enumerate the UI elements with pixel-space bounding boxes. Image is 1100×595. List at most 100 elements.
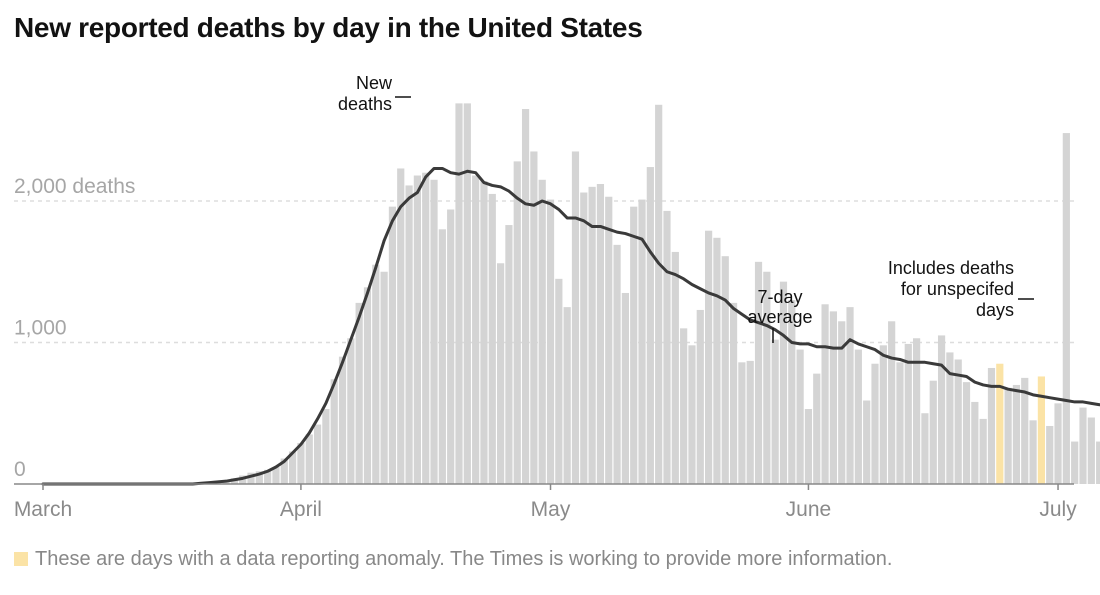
bar [954, 359, 962, 484]
bar [638, 199, 646, 484]
bar [513, 161, 521, 484]
bar [796, 349, 804, 484]
bar [438, 229, 446, 484]
anomaly-swatch [14, 552, 28, 566]
bar [763, 271, 771, 484]
bar [871, 363, 879, 484]
bar [380, 271, 388, 484]
bar [1071, 441, 1079, 484]
average-line [41, 166, 1100, 486]
bar [921, 413, 929, 484]
bar [422, 172, 430, 484]
bar [904, 343, 912, 484]
bar [829, 311, 837, 484]
bar [388, 206, 397, 484]
anomaly-legend: These are days with a data reporting ano… [14, 547, 892, 571]
y-tick-label: 1,000 [14, 317, 67, 340]
bar [613, 244, 621, 484]
bar [571, 151, 580, 484]
annotation-average-line2: average [747, 307, 812, 327]
bar [605, 196, 613, 484]
bar [405, 185, 413, 484]
chart: 0 1,000 2,000 deaths March April May June July N… [14, 73, 1100, 521]
bar [247, 472, 255, 484]
anomaly-note: These are days with a data reporting ano… [35, 547, 893, 570]
chart-title: New reported deaths by day in the United… [14, 12, 643, 43]
bar [729, 302, 738, 484]
bar [971, 401, 979, 484]
annotation-new-deaths-line1: New [356, 73, 393, 93]
x-tick-label: May [531, 498, 571, 521]
bar [680, 328, 688, 484]
bar [738, 362, 746, 484]
bar [879, 345, 887, 484]
anomaly-bar [996, 363, 1004, 484]
bar [355, 302, 363, 484]
bar [505, 225, 513, 484]
bar [555, 278, 563, 484]
bar [854, 349, 862, 484]
bar [1096, 441, 1100, 484]
bar [962, 382, 971, 484]
bar [663, 210, 671, 484]
bar [696, 309, 704, 484]
bar [896, 362, 904, 484]
bar [447, 209, 455, 485]
bar [497, 263, 505, 484]
bar [746, 360, 754, 484]
bar [1021, 377, 1029, 484]
bar [455, 103, 463, 485]
bar [1054, 403, 1062, 484]
bar [1079, 407, 1087, 484]
bar [929, 380, 937, 484]
bar [289, 451, 297, 484]
bar [705, 230, 713, 484]
x-tick-label: April [280, 498, 322, 521]
bar [1087, 417, 1095, 484]
bar [688, 345, 696, 484]
bar [272, 467, 280, 484]
annotation-anomaly-line3: days [976, 300, 1014, 320]
annotation-new-deaths-line2: deaths [338, 94, 392, 114]
bar [754, 261, 763, 484]
bar [1012, 384, 1021, 484]
bar [1004, 387, 1012, 484]
bar [979, 418, 987, 484]
bar [1029, 420, 1037, 484]
bar [397, 168, 405, 484]
bar [888, 321, 896, 484]
bar [280, 458, 288, 484]
bar [538, 179, 546, 484]
bar [297, 442, 305, 484]
annotation-anomaly-line2: for unspecifed [901, 279, 1014, 299]
anomaly-bar [1037, 376, 1045, 484]
y-tick-label: 2,000 deaths [14, 175, 135, 198]
bar [313, 424, 322, 484]
annotation-average-line1: 7-day [757, 287, 802, 307]
bar [721, 256, 729, 484]
bar [546, 199, 555, 484]
bar [1062, 133, 1070, 484]
bar [863, 400, 871, 484]
bar [488, 193, 496, 485]
x-tick-label: March [14, 498, 72, 521]
bar [821, 304, 829, 484]
bar [264, 469, 272, 484]
bar [937, 335, 946, 484]
annotation-anomaly-line1: Includes deaths [888, 258, 1014, 278]
bar [322, 409, 330, 484]
bar [480, 181, 488, 484]
bar [946, 352, 954, 484]
bar [846, 307, 854, 484]
bar [771, 339, 779, 484]
bar [838, 321, 846, 484]
bar [646, 167, 654, 485]
bar [621, 292, 629, 484]
bar [630, 206, 638, 484]
bar [671, 251, 679, 484]
bar [521, 109, 530, 485]
bar [580, 192, 588, 484]
bar [655, 104, 663, 484]
bar [413, 175, 421, 484]
bar [463, 103, 471, 485]
